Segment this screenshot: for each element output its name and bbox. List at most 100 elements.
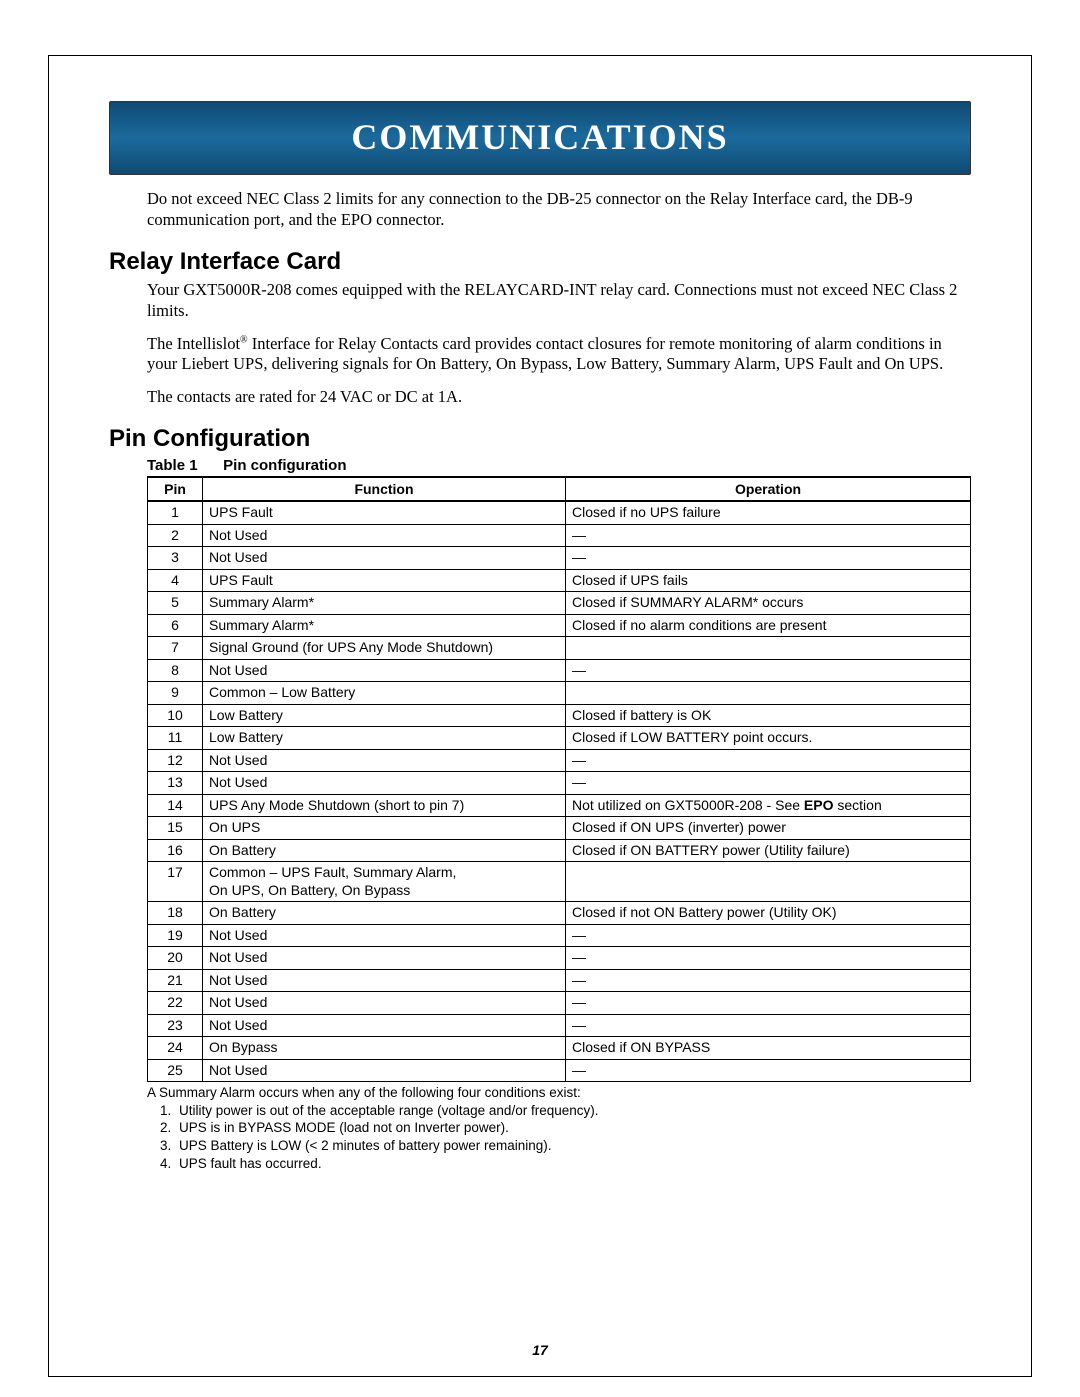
relay-p2-pre: The Intellislot: [147, 334, 240, 353]
table-caption-label: Table 1: [147, 457, 219, 474]
cell-pin: 2: [148, 524, 203, 547]
cell-pin: 8: [148, 659, 203, 682]
cell-function: Not Used: [203, 1014, 566, 1037]
cell-function: UPS Any Mode Shutdown (short to pin 7): [203, 794, 566, 817]
cell-function: Not Used: [203, 524, 566, 547]
table-row: 16On BatteryClosed if ON BATTERY power (…: [148, 839, 971, 862]
page-number: 17: [49, 1342, 1031, 1358]
cell-function: UPS Fault: [203, 501, 566, 524]
cell-operation: —: [566, 992, 971, 1015]
cell-pin: 24: [148, 1037, 203, 1060]
table-row: 7Signal Ground (for UPS Any Mode Shutdow…: [148, 637, 971, 660]
table-row: 18On BatteryClosed if not ON Battery pow…: [148, 902, 971, 925]
registered-symbol: ®: [240, 334, 248, 345]
cell-operation: [566, 637, 971, 660]
cell-pin: 5: [148, 592, 203, 615]
cell-operation: —: [566, 547, 971, 570]
cell-operation: —: [566, 659, 971, 682]
cell-operation: Closed if UPS fails: [566, 569, 971, 592]
cell-operation: Closed if ON BYPASS: [566, 1037, 971, 1060]
table-row: 21Not Used—: [148, 969, 971, 992]
cell-operation: Closed if no alarm conditions are presen…: [566, 614, 971, 637]
table-row: 17Common – UPS Fault, Summary Alarm,On U…: [148, 862, 971, 902]
table-row: 25Not Used—: [148, 1059, 971, 1082]
cell-function: Not Used: [203, 772, 566, 795]
cell-pin: 1: [148, 501, 203, 524]
relay-p2-post: Interface for Relay Contacts card provid…: [147, 334, 943, 374]
relay-p1: Your GXT5000R-208 comes equipped with th…: [147, 280, 971, 321]
table-row: 8Not Used—: [148, 659, 971, 682]
footnote-item: Utility power is out of the acceptable r…: [175, 1102, 971, 1120]
cell-operation: Closed if ON UPS (inverter) power: [566, 817, 971, 840]
table-row: 22Not Used—: [148, 992, 971, 1015]
cell-pin: 12: [148, 749, 203, 772]
table-row: 19Not Used—: [148, 924, 971, 947]
cell-pin: 14: [148, 794, 203, 817]
cell-operation: [566, 682, 971, 705]
cell-function: Not Used: [203, 924, 566, 947]
section-banner: COMMUNICATIONS: [109, 101, 971, 175]
table-row: 14UPS Any Mode Shutdown (short to pin 7)…: [148, 794, 971, 817]
cell-pin: 13: [148, 772, 203, 795]
th-operation: Operation: [566, 477, 971, 501]
cell-pin: 25: [148, 1059, 203, 1082]
th-pin: Pin: [148, 477, 203, 501]
cell-function: Summary Alarm*: [203, 614, 566, 637]
table-row: 5Summary Alarm*Closed if SUMMARY ALARM* …: [148, 592, 971, 615]
table-row: 1UPS FaultClosed if no UPS failure: [148, 501, 971, 524]
cell-operation: —: [566, 947, 971, 970]
table-row: 3Not Used—: [148, 547, 971, 570]
cell-function: UPS Fault: [203, 569, 566, 592]
cell-operation: —: [566, 969, 971, 992]
cell-operation: —: [566, 524, 971, 547]
cell-function: Not Used: [203, 992, 566, 1015]
cell-pin: 23: [148, 1014, 203, 1037]
th-function: Function: [203, 477, 566, 501]
cell-function: Common – Low Battery: [203, 682, 566, 705]
cell-function: On UPS: [203, 817, 566, 840]
cell-pin: 4: [148, 569, 203, 592]
cell-operation: —: [566, 1059, 971, 1082]
table-header-row: Pin Function Operation: [148, 477, 971, 501]
cell-function: On Bypass: [203, 1037, 566, 1060]
cell-pin: 22: [148, 992, 203, 1015]
relay-p2: The Intellislot® Interface for Relay Con…: [147, 334, 971, 375]
table-caption-text: Pin configuration: [223, 457, 346, 474]
heading-relay: Relay Interface Card: [109, 248, 971, 276]
cell-operation: —: [566, 772, 971, 795]
heading-pin: Pin Configuration: [109, 425, 971, 453]
cell-pin: 9: [148, 682, 203, 705]
cell-function: Low Battery: [203, 727, 566, 750]
cell-pin: 11: [148, 727, 203, 750]
cell-function: Low Battery: [203, 704, 566, 727]
cell-function: Not Used: [203, 969, 566, 992]
cell-function: Summary Alarm*: [203, 592, 566, 615]
page-border: COMMUNICATIONS Do not exceed NEC Class 2…: [48, 55, 1032, 1377]
table-caption: Table 1 Pin configuration: [147, 457, 971, 474]
footnote-intro: A Summary Alarm occurs when any of the f…: [147, 1084, 971, 1102]
cell-pin: 3: [148, 547, 203, 570]
table-row: 24On BypassClosed if ON BYPASS: [148, 1037, 971, 1060]
cell-operation: [566, 862, 971, 902]
table-row: 9Common – Low Battery: [148, 682, 971, 705]
table-row: 2Not Used—: [148, 524, 971, 547]
cell-pin: 18: [148, 902, 203, 925]
table-row: 10Low BatteryClosed if battery is OK: [148, 704, 971, 727]
table-row: 4UPS FaultClosed if UPS fails: [148, 569, 971, 592]
cell-function: Not Used: [203, 547, 566, 570]
cell-pin: 19: [148, 924, 203, 947]
page: COMMUNICATIONS Do not exceed NEC Class 2…: [0, 0, 1080, 1397]
table-row: 23Not Used—: [148, 1014, 971, 1037]
relay-p3: The contacts are rated for 24 VAC or DC …: [147, 387, 971, 408]
footnote-item: UPS fault has occurred.: [175, 1155, 971, 1173]
cell-operation: —: [566, 749, 971, 772]
cell-operation: Not utilized on GXT5000R-208 - See EPO s…: [566, 794, 971, 817]
cell-function: Not Used: [203, 1059, 566, 1082]
cell-operation: Closed if not ON Battery power (Utility …: [566, 902, 971, 925]
cell-operation: —: [566, 924, 971, 947]
table-row: 6Summary Alarm*Closed if no alarm condit…: [148, 614, 971, 637]
cell-function: Not Used: [203, 749, 566, 772]
table-row: 13Not Used—: [148, 772, 971, 795]
footnote-list: Utility power is out of the acceptable r…: [175, 1102, 971, 1172]
cell-function: Not Used: [203, 659, 566, 682]
